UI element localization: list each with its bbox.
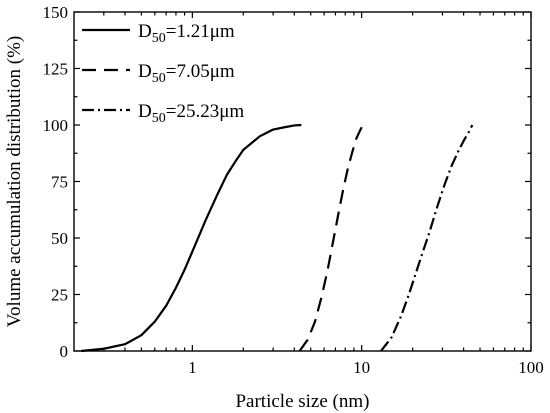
y-tick-label: 50 xyxy=(51,229,68,248)
legend-label-subscript: 50 xyxy=(152,71,166,86)
legend-label-subscript: 50 xyxy=(152,111,166,126)
axes: 0 25 50 75 100 125 150 1 10 100 xyxy=(43,3,544,377)
x-tick-label: 1 xyxy=(188,358,197,377)
legend-label-value: =25.23μm xyxy=(166,101,245,122)
y-tick-label: 150 xyxy=(43,3,69,22)
legend-label-main: D xyxy=(138,61,152,82)
y-tick-label: 75 xyxy=(51,173,68,192)
legend-label-main: D xyxy=(138,101,152,122)
legend-label-value: =1.21μm xyxy=(166,21,235,42)
series-line-1 xyxy=(80,123,302,353)
legend-label-1: D50=1.21μm xyxy=(138,21,235,46)
x-axis-title: Particle size (nm) xyxy=(235,391,369,412)
legend-label-main: D xyxy=(138,21,152,42)
series-line-3 xyxy=(380,124,474,352)
y-tick-label: 25 xyxy=(51,286,68,305)
y-tick-label: 125 xyxy=(43,60,69,79)
legend-label-3: D50=25.23μm xyxy=(138,101,244,126)
x-tick-label: 10 xyxy=(353,358,370,377)
legend-label-value: =7.05μm xyxy=(166,61,235,82)
series-line-2 xyxy=(298,126,363,352)
y-tick-label: 0 xyxy=(60,342,69,361)
plot-area xyxy=(80,123,474,353)
y-tick-label: 100 xyxy=(43,116,69,135)
x-tick-label: 100 xyxy=(518,358,544,377)
y-axis-title: Volume accumulation distribution (%) xyxy=(4,36,25,327)
legend-label-subscript: 50 xyxy=(152,31,166,46)
legend-label-2: D50=7.05μm xyxy=(138,61,235,86)
